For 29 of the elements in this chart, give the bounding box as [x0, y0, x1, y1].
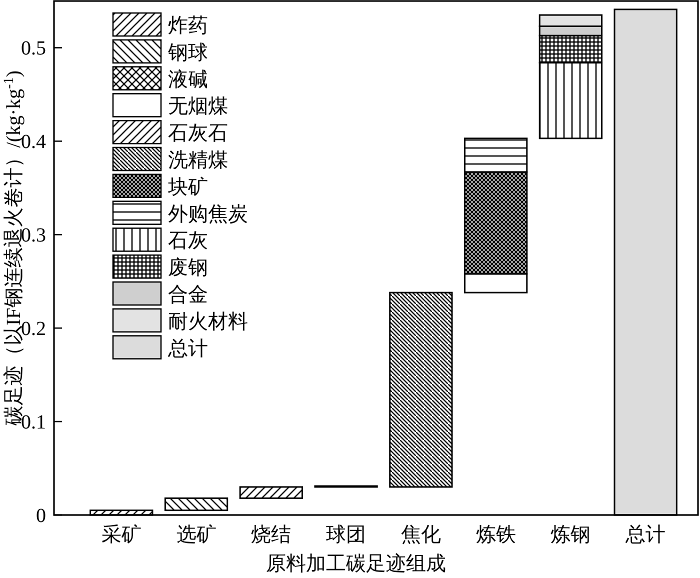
- x-tick-label: 焦化: [400, 524, 441, 546]
- legend-label: 总计: [167, 338, 208, 360]
- legend-label: 洗精煤: [168, 150, 228, 172]
- legend-label: 石灰: [168, 230, 208, 252]
- y-tick-label: 0: [36, 505, 46, 527]
- y-tick-label: 0.3: [21, 224, 46, 247]
- legend-label: 钢球: [167, 42, 208, 64]
- bar: [239, 486, 303, 499]
- x-tick-label: 炼铁: [476, 524, 516, 546]
- x-tick-label: 球团: [326, 524, 366, 546]
- x-tick-label: 总计: [624, 524, 666, 546]
- x-tick-label: 烧结: [251, 524, 292, 546]
- legend-label: 石灰石: [168, 122, 228, 145]
- legend-label: 块矿: [167, 176, 208, 198]
- x-tick-label: 选矿: [176, 524, 216, 546]
- legend-label: 无烟煤: [168, 96, 228, 118]
- x-tick-label: 炼钢: [550, 524, 591, 546]
- legend-label: 废钢: [168, 257, 208, 280]
- x-tick-label: 采矿: [101, 524, 142, 546]
- bar: [164, 497, 228, 512]
- legend-label: 外购焦炭: [168, 203, 248, 226]
- legend-label: 合金: [168, 284, 208, 306]
- x-axis-title: 原料加工碳足迹组成: [266, 553, 446, 575]
- legend-label: 液碱: [168, 68, 208, 91]
- y-tick-label: 0.5: [21, 38, 46, 60]
- legend-label: 炸药: [168, 15, 208, 37]
- y-tick-label: 0.2: [21, 318, 46, 340]
- bar: [389, 292, 453, 488]
- legend-label: 耐火材料: [168, 310, 248, 333]
